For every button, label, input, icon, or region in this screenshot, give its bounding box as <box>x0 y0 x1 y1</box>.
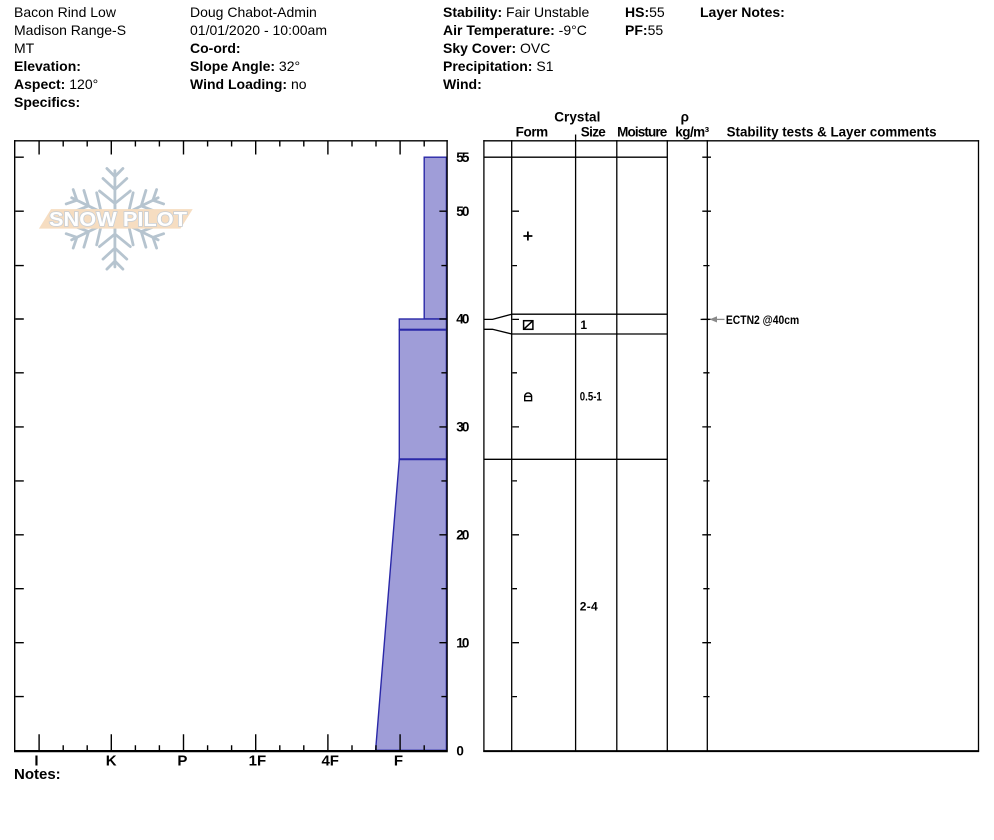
svg-text:Size: Size <box>581 125 606 140</box>
svg-text:I: I <box>34 752 38 769</box>
svg-text:30: 30 <box>456 420 469 435</box>
svg-text:10: 10 <box>456 635 469 650</box>
svg-text:1F: 1F <box>249 752 267 769</box>
svg-text:2-4: 2-4 <box>580 599 598 613</box>
svg-text:1: 1 <box>580 318 587 332</box>
svg-text:ρ: ρ <box>681 110 689 125</box>
svg-text:Stability tests & Layer commen: Stability tests & Layer comments <box>727 125 937 140</box>
svg-text:Crystal: Crystal <box>554 110 600 125</box>
svg-text:SNOW PILOT: SNOW PILOT <box>49 208 188 231</box>
svg-text:kg/m³: kg/m³ <box>675 125 709 140</box>
svg-text:20: 20 <box>456 528 469 543</box>
svg-text:4F: 4F <box>321 752 339 769</box>
svg-text:55: 55 <box>456 150 470 165</box>
svg-text:Form: Form <box>516 125 549 140</box>
svg-text:Moisture: Moisture <box>617 125 668 140</box>
svg-text:ECTN2 @40cm: ECTN2 @40cm <box>726 313 799 327</box>
svg-text:K: K <box>106 752 117 769</box>
svg-text:0.5-1: 0.5-1 <box>580 390 602 404</box>
svg-text:0: 0 <box>456 743 464 758</box>
svg-text:F: F <box>394 752 403 769</box>
svg-text:50: 50 <box>456 204 469 219</box>
svg-text:40: 40 <box>456 312 469 327</box>
svg-text:P: P <box>177 752 187 769</box>
